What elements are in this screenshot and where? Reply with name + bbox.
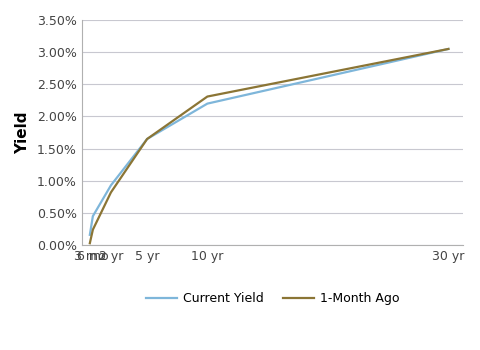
1-Month Ago [108, 190, 114, 195]
Current Yield [87, 233, 93, 237]
Current Yield [90, 214, 96, 218]
Y-axis label: Yield: Yield [15, 111, 30, 154]
1-Month Ago [90, 228, 96, 232]
Current Yield [108, 183, 114, 187]
1-Month Ago [445, 47, 451, 51]
1-Month Ago [144, 137, 150, 141]
Line: Current Yield: Current Yield [90, 49, 448, 235]
Current Yield [204, 102, 210, 106]
Legend: Current Yield, 1-Month Ago: Current Yield, 1-Month Ago [141, 287, 405, 310]
Line: 1-Month Ago: 1-Month Ago [90, 49, 448, 243]
Current Yield [144, 137, 150, 141]
1-Month Ago [87, 241, 93, 245]
1-Month Ago [204, 94, 210, 99]
Current Yield [445, 47, 451, 51]
